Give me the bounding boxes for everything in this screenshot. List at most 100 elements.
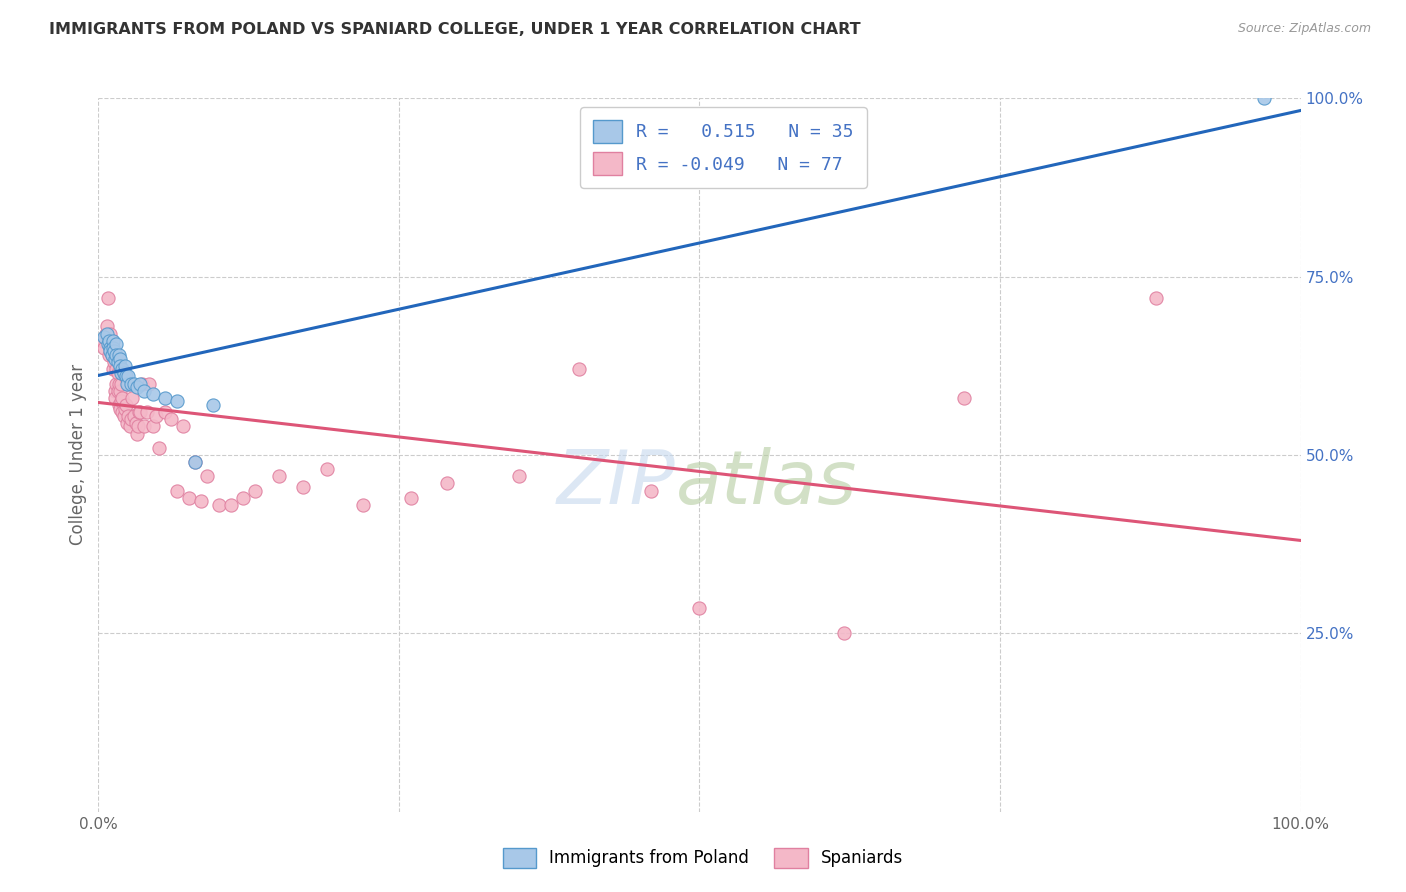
Point	[110, 394, 132, 409]
Point	[124, 409, 146, 423]
Point	[105, 337, 128, 351]
Point	[153, 391, 176, 405]
Point	[117, 409, 139, 423]
Point	[94, 326, 117, 341]
Point	[114, 369, 136, 384]
Point	[104, 351, 127, 366]
Point	[135, 405, 157, 419]
Point	[108, 401, 131, 416]
Point	[101, 334, 124, 348]
Point	[117, 416, 139, 430]
Point	[195, 469, 218, 483]
Point	[208, 498, 231, 512]
Point	[100, 344, 122, 359]
Text: IMMIGRANTS FROM POLAND VS SPANIARD COLLEGE, UNDER 1 YEAR CORRELATION CHART: IMMIGRANTS FROM POLAND VS SPANIARD COLLE…	[49, 22, 860, 37]
Legend: Immigrants from Poland, Spaniards: Immigrants from Poland, Spaniards	[496, 841, 910, 875]
Point	[104, 384, 127, 398]
Point	[508, 469, 530, 483]
Point	[100, 334, 122, 348]
Point	[172, 419, 194, 434]
Legend: R =   0.515   N = 35, R = -0.049   N = 77: R = 0.515 N = 35, R = -0.049 N = 77	[581, 107, 866, 188]
Point	[100, 348, 122, 362]
Point	[689, 601, 711, 615]
Point	[100, 341, 122, 355]
Point	[108, 384, 131, 398]
Point	[97, 334, 120, 348]
Point	[115, 398, 138, 412]
Point	[108, 376, 131, 391]
Point	[399, 491, 422, 505]
Point	[97, 337, 120, 351]
Point	[110, 366, 132, 380]
Point	[108, 398, 131, 412]
Point	[117, 369, 139, 384]
Point	[352, 498, 374, 512]
Point	[640, 483, 662, 498]
Point	[91, 334, 114, 348]
Point	[98, 334, 121, 348]
Point	[117, 376, 139, 391]
Point	[120, 412, 142, 426]
Point	[125, 426, 148, 441]
Point	[128, 405, 150, 419]
Point	[103, 348, 125, 362]
Point	[177, 491, 200, 505]
Point	[105, 362, 128, 376]
Point	[315, 462, 337, 476]
Point	[118, 419, 141, 434]
Point	[101, 341, 124, 355]
Point	[111, 362, 134, 376]
Point	[219, 498, 242, 512]
Point	[120, 376, 142, 391]
Point	[436, 476, 458, 491]
Point	[138, 376, 160, 391]
Point	[96, 326, 118, 341]
Point	[107, 384, 129, 398]
Point	[232, 491, 254, 505]
Point	[190, 494, 212, 508]
Text: ZIP: ZIP	[557, 448, 675, 519]
Point	[121, 391, 143, 405]
Point	[104, 391, 127, 405]
Point	[127, 419, 149, 434]
Point	[114, 359, 136, 373]
Point	[141, 387, 163, 401]
Point	[953, 391, 976, 405]
Point	[145, 409, 167, 423]
Point	[291, 480, 314, 494]
Point	[183, 455, 205, 469]
Point	[267, 469, 290, 483]
Point	[107, 366, 129, 380]
Point	[141, 419, 163, 434]
Text: atlas: atlas	[675, 448, 856, 519]
Y-axis label: College, Under 1 year: College, Under 1 year	[69, 364, 87, 546]
Point	[107, 355, 129, 369]
Point	[1253, 91, 1275, 105]
Point	[105, 376, 128, 391]
Point	[108, 351, 131, 366]
Point	[111, 391, 134, 405]
Point	[112, 409, 135, 423]
Point	[131, 376, 153, 391]
Point	[93, 330, 115, 344]
Point	[98, 348, 121, 362]
Point	[97, 291, 120, 305]
Point	[129, 405, 152, 419]
Point	[124, 376, 146, 391]
Point	[166, 394, 188, 409]
Point	[114, 401, 136, 416]
Point	[117, 376, 139, 391]
Point	[100, 348, 122, 362]
Point	[201, 398, 224, 412]
Point	[166, 483, 188, 498]
Point	[93, 341, 115, 355]
Point	[100, 326, 122, 341]
Point	[153, 405, 176, 419]
Point	[103, 344, 125, 359]
Point	[243, 483, 266, 498]
Point	[108, 359, 131, 373]
Point	[129, 376, 152, 391]
Point	[111, 405, 134, 419]
Point	[148, 441, 170, 455]
Point	[1144, 291, 1167, 305]
